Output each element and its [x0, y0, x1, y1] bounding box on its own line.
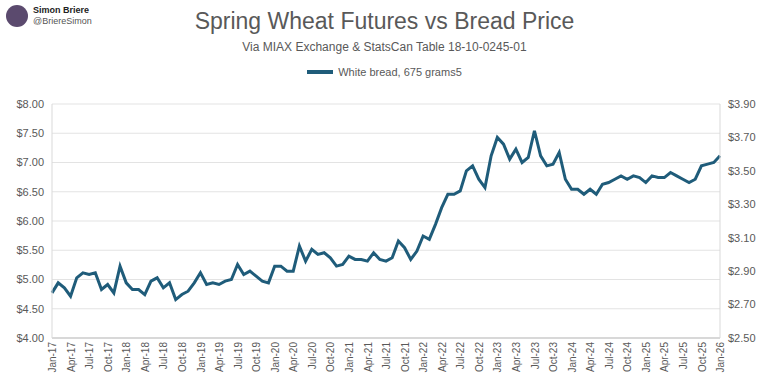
svg-text:Apr-21: Apr-21 [363, 342, 374, 372]
svg-text:Oct-21: Oct-21 [400, 342, 411, 372]
html-text:Spring Wheat Futures vs Bread: Spring Wheat Futures vs Bread Price [194, 8, 575, 34]
svg-text:Jul-17: Jul-17 [84, 342, 95, 370]
svg-text:Jan-21: Jan-21 [344, 342, 355, 373]
svg-text:$3.90: $3.90 [728, 98, 756, 110]
html-text:Simon Briere: Simon Briere [33, 5, 89, 15]
svg-text:Oct-22: Oct-22 [474, 342, 485, 372]
svg-text:Oct-20: Oct-20 [325, 342, 336, 372]
svg-text:Oct-23: Oct-23 [548, 342, 559, 372]
svg-text:Jan-24: Jan-24 [567, 342, 578, 373]
html-text:White bread, 675 grams5: White bread, 675 grams5 [338, 66, 462, 78]
svg-text:$3.30: $3.30 [728, 198, 756, 210]
svg-text:Apr-18: Apr-18 [140, 342, 151, 372]
svg-text:$5.00: $5.00 [16, 273, 44, 285]
svg-text:Jul-19: Jul-19 [233, 342, 244, 370]
svg-text:Oct-17: Oct-17 [103, 342, 114, 372]
svg-text:$4.00: $4.00 [16, 332, 44, 344]
svg-text:$4.50: $4.50 [16, 303, 44, 315]
svg-text:Apr-17: Apr-17 [66, 342, 77, 372]
svg-text:Jan-22: Jan-22 [418, 342, 429, 373]
svg-text:Jul-25: Jul-25 [678, 342, 689, 370]
svg-text:$7.50: $7.50 [16, 127, 44, 139]
svg-text:Jul-20: Jul-20 [307, 342, 318, 370]
svg-text:Jan-23: Jan-23 [492, 342, 503, 373]
svg-text:Oct-19: Oct-19 [251, 342, 262, 372]
svg-text:$7.00: $7.00 [16, 156, 44, 168]
svg-text:Apr-24: Apr-24 [585, 342, 596, 372]
html-text:Via MIAX Exchange & StatsCan T: Via MIAX Exchange & StatsCan Table 18-10… [242, 40, 527, 54]
svg-text:Oct-25: Oct-25 [697, 342, 708, 372]
svg-text:Jul-18: Jul-18 [158, 342, 169, 370]
svg-text:$3.70: $3.70 [728, 131, 756, 143]
svg-text:Jan-20: Jan-20 [270, 342, 281, 373]
svg-text:Jan-25: Jan-25 [641, 342, 652, 373]
svg-text:Apr-23: Apr-23 [511, 342, 522, 372]
svg-text:$2.90: $2.90 [728, 265, 756, 277]
svg-text:$6.50: $6.50 [16, 186, 44, 198]
svg-text:Jul-23: Jul-23 [530, 342, 541, 370]
svg-text:Jan-26: Jan-26 [715, 342, 726, 373]
svg-text:Jan-17: Jan-17 [47, 342, 58, 373]
svg-text:$6.00: $6.00 [16, 215, 44, 227]
svg-text:Apr-25: Apr-25 [659, 342, 670, 372]
svg-text:$3.10: $3.10 [728, 232, 756, 244]
svg-text:$3.50: $3.50 [728, 165, 756, 177]
svg-text:Jan-19: Jan-19 [196, 342, 207, 373]
svg-text:$2.50: $2.50 [728, 332, 756, 344]
svg-text:$5.50: $5.50 [16, 244, 44, 256]
svg-text:Jul-24: Jul-24 [604, 342, 615, 370]
svg-text:$2.70: $2.70 [728, 298, 756, 310]
svg-text:Apr-22: Apr-22 [437, 342, 448, 372]
html-text:@BriereSimon: @BriereSimon [33, 16, 92, 26]
svg-text:Apr-20: Apr-20 [288, 342, 299, 372]
svg-text:Oct-24: Oct-24 [622, 342, 633, 372]
svg-text:Jul-22: Jul-22 [455, 342, 466, 370]
svg-text:$8.00: $8.00 [16, 98, 44, 110]
svg-text:Jan-18: Jan-18 [121, 342, 132, 373]
svg-text:Oct-18: Oct-18 [177, 342, 188, 372]
svg-text:Apr-19: Apr-19 [214, 342, 225, 372]
svg-text:Jul-21: Jul-21 [381, 342, 392, 370]
